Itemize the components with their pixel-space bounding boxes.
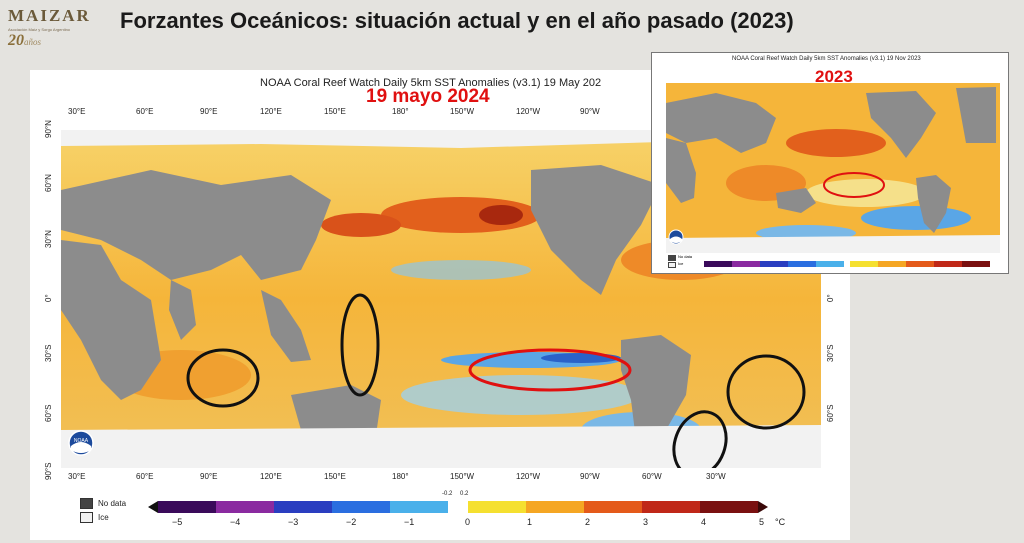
lat-tick: 90°N [44,120,53,138]
inset-colorbar [704,261,990,267]
noaa-logo: NOAA [68,430,94,456]
lon-tick: 120°W [516,107,541,116]
logo-years-word: años [24,37,42,47]
lon-tick: 180° [392,107,409,116]
lat-tick: 60°N [44,174,53,192]
lat-tick: 60°S [44,404,53,422]
lon-tick: 90°W [580,107,600,116]
no-data-swatch [80,498,93,509]
lon-tick: 120°E [260,472,282,481]
inset-year-label: 2023 [815,67,853,86]
inset-no-data-swatch [668,255,676,261]
warm-anomaly-japan [321,213,401,237]
southeast-asia [261,290,311,362]
inset-enso-ellipse [823,172,885,198]
africa [61,240,161,400]
india [169,280,196,340]
arctic-ice [61,130,821,148]
colorbar-tick: 2 [585,517,591,527]
lat-tick: 0° [44,294,53,302]
western-pacific-ellipse [340,293,380,397]
cool-anomaly-south-pacific [401,375,641,415]
no-data-label: No data [98,499,127,508]
enso-region-ellipse [468,348,632,392]
lat-tick: 30°S [44,344,53,362]
lon-tick: 180° [392,472,409,481]
colorbar-tick: 3 [643,517,649,527]
ice-label: Ice [98,513,109,522]
colorbar-tick: 1 [527,517,533,527]
main-map-date-label: 19 mayo 2024 [366,86,490,107]
argentine-sea-ellipse [672,410,728,468]
colorbar-tick: −1 [404,517,415,527]
south-america [621,335,691,450]
svg-text:NOAA: NOAA [74,438,89,444]
lon-tick: 60°W [642,472,662,481]
inset-no-data-label: No data [678,254,693,259]
ice-swatch [80,512,93,523]
lon-tick: 90°E [200,472,218,481]
inset-2023-map-figure: NOAA Coral Reef Watch Daily 5km SST Anom… [651,52,1009,274]
lon-tick: 90°E [200,107,218,116]
colorbar-tick: −5 [172,517,183,527]
colorbar-tick: 0 [465,517,471,527]
lat-tick: 0° [826,294,835,302]
lat-tick: 90°S [44,462,53,480]
lon-tick: 120°E [260,107,282,116]
lon-tick: 90°W [580,472,600,481]
lon-tick: 30°E [68,107,86,116]
australia [291,385,381,440]
colorbar-minor-tick: 0.2 [460,491,469,497]
inset-sst-anomaly-map [666,83,1000,253]
lon-tick: 120°W [516,472,541,481]
colorbar-unit: °C [775,517,786,527]
lon-tick: 150°E [324,472,346,481]
inset-ice-swatch [668,262,676,268]
colorbar-tick: 4 [701,517,707,527]
antarctica-ice [61,425,821,468]
maizar-logo: MAIZAR Asociación Maíz y Sorgo Argentino… [8,6,91,54]
lat-tick: 30°N [44,230,53,248]
lat-tick: 30°S [826,344,835,362]
cool-anomaly-mid-pacific [391,260,531,280]
inset-ice-label: Ice [678,261,684,266]
lon-tick: 60°E [136,472,154,481]
inset-noaa-logo [668,229,684,245]
colorbar-tick: −4 [230,517,241,527]
lat-tick: 60°S [826,404,835,422]
lon-tick: 30°E [68,472,86,481]
lon-tick: 150°W [450,107,475,116]
south-atlantic-ellipse [726,354,806,430]
indian-ocean-ellipse [186,348,260,408]
colorbar-minor-tick: -0.2 [442,491,453,497]
lon-tick: 60°E [136,107,154,116]
colorbar-tick: −3 [288,517,299,527]
logo-name: MAIZAR [8,6,91,25]
land-masses [61,140,741,450]
main-map-title: NOAA Coral Reef Watch Daily 5km SST Anom… [260,77,602,89]
inset-map-title: NOAA Coral Reef Watch Daily 5km SST Anom… [732,56,921,62]
slide-title: Forzantes Oceánicos: situación actual y … [120,8,794,33]
north-america [531,165,661,295]
colorbar-tick: 5 [759,517,765,527]
lon-tick: 150°E [324,107,346,116]
hot-anomaly-north-pacific [479,205,523,225]
logo-years-number: 20 [8,32,24,49]
logo-subtitle: Asociación Maíz y Sorgo Argentino [8,27,71,32]
lon-tick: 150°W [450,472,475,481]
eurasia [61,170,331,280]
colorbar [148,501,768,513]
lon-tick: 30°W [706,472,726,481]
colorbar-tick: −2 [346,517,357,527]
